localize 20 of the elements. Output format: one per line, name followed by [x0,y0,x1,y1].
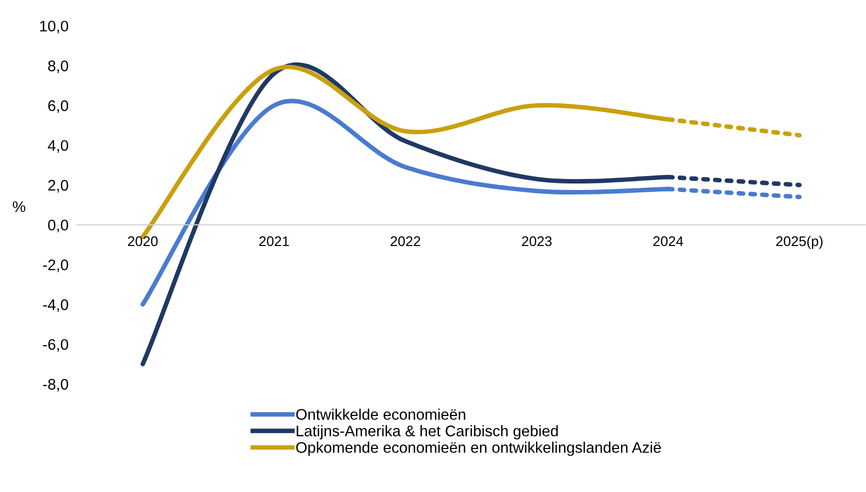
x-tick-label: 2025(p) [776,236,823,249]
y-axis-title: % [12,201,26,212]
x-tick-label: 2024 [653,236,684,246]
y-tick-label: -6,0 [43,339,68,352]
y-tick-label: 6,0 [48,100,68,113]
x-tick-label: 2020 [128,236,158,246]
legend-label: Opkomende economieën en ontwikkelingslanden Azië [296,442,661,456]
y-tick-label: 8,0 [48,60,68,74]
y-tick-label: -8,0 [43,378,68,392]
y-tick-label: -4,0 [43,299,68,312]
legend-label: Latijns-Amerika & het Caribisch gebied [296,425,558,440]
x-tick-label: 2022 [390,236,420,246]
legend-label: Ontwikkelde economieën [296,408,466,420]
y-tick-label: 0,0 [48,220,68,232]
y-tick-label: 4,0 [48,140,68,153]
x-tick-label: 2023 [522,236,552,246]
y-tick-label: 10,0 [40,20,68,34]
y-tick-label: 2,0 [48,180,68,193]
x-tick-label: 2021 [259,236,289,246]
y-tick-label: -2,0 [43,259,68,272]
